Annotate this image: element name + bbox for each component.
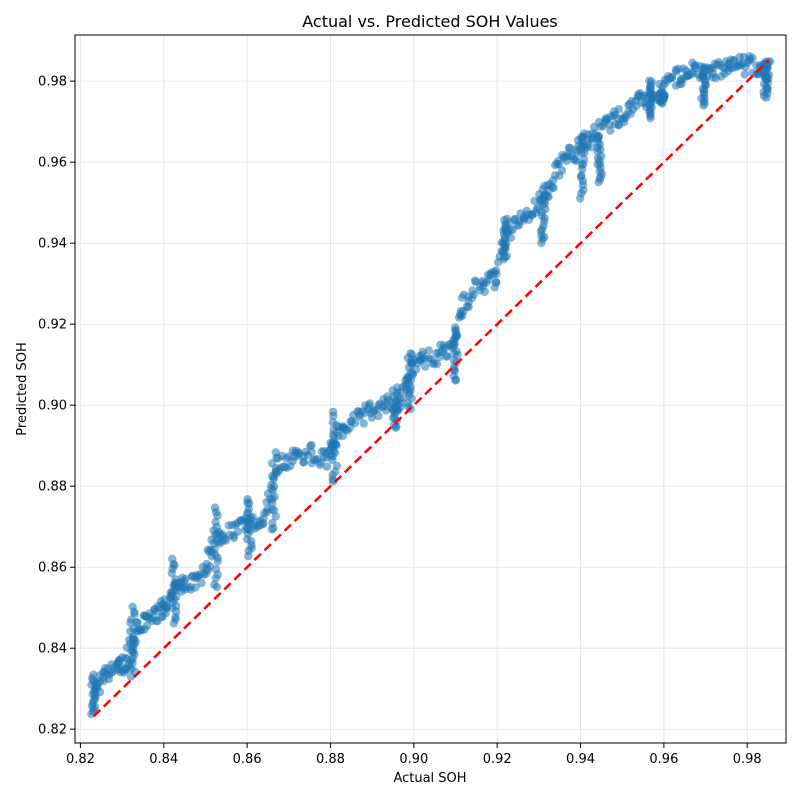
data-point [213,537,222,546]
x-tick-label: 0.96 [649,752,678,767]
x-tick-label: 0.84 [149,752,178,767]
data-point [421,362,430,371]
data-point [329,407,338,417]
data-point [571,155,580,164]
data-point [424,346,433,355]
data-point [406,349,415,358]
x-tick-label: 0.82 [66,752,95,767]
x-tick-label: 0.98 [733,752,762,767]
data-point [181,574,190,584]
data-point [269,482,279,491]
data-point [210,545,219,554]
plot-frame [74,34,787,744]
data-point [667,72,677,82]
data-point [469,290,478,299]
data-point [128,646,138,655]
data-point [393,383,402,392]
data-point [549,183,558,193]
data-point [451,323,460,332]
y-tick-label: 0.94 [38,237,67,252]
data-point [243,495,252,504]
data-point [328,418,337,427]
y-tick-label: 0.90 [38,399,67,414]
y-tick-label: 0.96 [38,156,67,171]
data-point [221,536,231,545]
data-point [359,419,368,428]
x-tick-label: 0.92 [483,752,512,767]
data-point [89,670,98,679]
data-point [699,62,708,72]
x-axis-label: Actual SOH [393,771,466,786]
data-point [657,87,666,96]
data-point [329,447,338,456]
grid [75,35,786,743]
data-point [307,447,316,457]
y-axis-label: Predicted SOH [15,342,30,435]
data-point [538,185,547,194]
y-tick-label: 0.98 [38,75,67,90]
data-point [577,139,586,148]
y-tick-label: 0.92 [38,318,67,333]
data-point [577,171,586,180]
y-tick-label: 0.86 [38,561,67,576]
y-tick-label: 0.84 [38,642,67,657]
data-point [729,56,738,65]
y-axis-ticks: 0.82 0.84 0.86 0.88 0.90 0.92 0.94 0.96 0.98 [38,75,75,738]
data-point [210,580,219,589]
x-tick-label: 0.90 [399,752,428,767]
data-point [748,53,757,62]
data-point [307,441,316,450]
chart-title: Actual vs. Predicted SOH Values [302,12,558,31]
scatter-points [87,52,775,719]
data-point [211,517,220,527]
data-point [350,418,360,428]
data-point [270,492,279,501]
data-point [128,602,137,611]
data-point [210,503,220,512]
data-point [492,278,501,287]
data-point [587,143,596,152]
data-point [606,126,615,135]
data-point [594,132,604,141]
data-point [211,564,221,574]
data-point [299,458,308,467]
data-point [614,105,624,114]
data-point [374,411,383,421]
ideal-fit-line [92,59,770,718]
y-tick-label: 0.82 [38,723,67,738]
data-point [268,518,277,528]
data-point [171,575,180,584]
data-point [432,359,442,369]
data-point [259,519,268,528]
data-point [740,70,749,79]
data-point [328,439,337,448]
data-point [554,160,564,169]
data-point [191,583,200,592]
x-axis-ticks: 0.82 0.84 0.86 0.88 0.90 0.92 0.94 0.96 0.98 [66,743,762,767]
data-point [480,287,489,296]
data-point [229,533,239,543]
data-point [322,462,332,471]
x-tick-label: 0.86 [233,752,262,767]
x-tick-label: 0.94 [566,752,595,767]
x-tick-label: 0.88 [316,752,345,767]
data-point [502,214,512,224]
y-tick-label: 0.88 [38,480,67,495]
data-point [645,76,654,85]
reference-line [92,59,770,718]
data-point [271,448,280,457]
data-point [233,527,242,536]
data-point [557,166,567,175]
data-point [133,618,142,627]
data-point [579,129,589,138]
data-point [168,554,177,564]
data-point [492,269,501,279]
data-point [197,578,206,588]
data-point [442,352,451,361]
data-point [332,461,342,470]
